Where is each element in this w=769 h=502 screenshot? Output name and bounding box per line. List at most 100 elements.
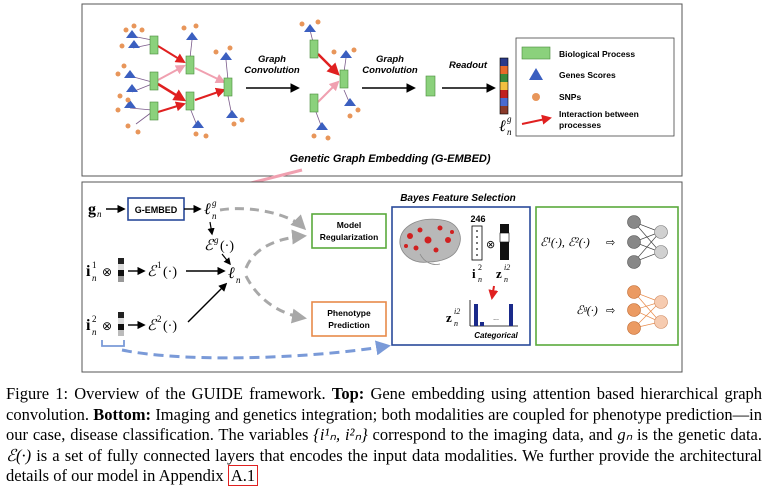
enc-top-arrow-icon: ⇨	[606, 236, 615, 249]
e-g: ℰ	[204, 238, 215, 254]
l-g-sub: n	[212, 211, 217, 221]
legend: Biological Process Genes Scores SNPs Int…	[515, 37, 675, 137]
bfs-i-sup: 2	[478, 263, 482, 272]
appendix-link[interactable]: A.1	[227, 465, 259, 487]
categorical-label: Categorical	[474, 331, 518, 340]
graph-conv-2-label-b: Convolution	[362, 65, 418, 76]
graph-conv-1-label-b: Convolution	[244, 65, 300, 76]
caption-bottom-label: Bottom:	[93, 404, 151, 424]
legend-interaction-label-a: Interaction between	[559, 109, 639, 119]
genes-scores-icons-1	[124, 30, 238, 128]
model-reg-box	[311, 213, 387, 249]
graph-3-node	[425, 75, 436, 97]
enc-bottom-label: ℰᵍ(·)	[576, 303, 598, 317]
graph-conv-1-label-a: Graph	[258, 54, 286, 65]
brain-image	[399, 218, 461, 265]
legend-bio-process-label: Biological Process	[559, 49, 635, 59]
legend-snp-label: SNPs	[559, 92, 581, 102]
bfs-z2: z	[446, 310, 452, 325]
caption-gn: gₙ	[617, 425, 633, 445]
bio-process-nodes-1	[149, 35, 233, 121]
model-reg-label-b: Regularization	[320, 232, 379, 242]
pheno-pred-label-a: Phenotype	[327, 308, 371, 318]
e-g-arg: (·)	[220, 239, 234, 254]
e1: ℰ	[147, 264, 158, 280]
e2: ℰ	[147, 318, 158, 334]
gray-dashed-paths	[219, 207, 307, 324]
enc-top-label: ℰ¹(·), ℰ²(·)	[540, 235, 590, 249]
legend-snp-icon	[532, 93, 540, 101]
i2-vector	[118, 312, 124, 336]
figure-diagram: Graph Convolution	[81, 3, 683, 373]
pheno-pred-box	[311, 301, 387, 337]
categorical-dots: ...	[493, 315, 499, 322]
blue-bracket	[101, 340, 125, 347]
figure-caption: Figure 1: Overview of the GUIDE framewor…	[6, 384, 762, 487]
bfs-z2-sub: n	[454, 319, 458, 328]
graph-conv-2-label-a: Graph	[376, 54, 404, 65]
caption-top-label: Top:	[331, 384, 365, 403]
top-panel-title: Genetic Graph Embedding (G-EMBED)	[289, 153, 490, 165]
bfs-otimes: ⊗	[486, 238, 495, 251]
graph-1	[115, 23, 245, 139]
bfs-i: i	[472, 266, 476, 281]
g-input: g	[88, 201, 96, 218]
caption-bottom-text-2: correspond to the imaging data, and	[372, 425, 613, 445]
l-g-sup: g	[212, 198, 217, 208]
i2-sub: n	[92, 327, 97, 337]
e2-arg: (·)	[163, 319, 177, 334]
pheno-pred-label-b: Prediction	[328, 320, 370, 330]
e2-sup: 2	[157, 314, 162, 324]
caption-bottom-text-1: Imaging and genetics integration; both m…	[6, 404, 763, 445]
l-n-sub: n	[236, 275, 241, 285]
model-reg-label-a: Model	[337, 220, 362, 230]
readout-label: Readout	[449, 60, 488, 71]
readout-vector	[499, 57, 509, 115]
top-panel: Graph Convolution	[81, 3, 683, 177]
i1-otimes: ⊗	[102, 265, 112, 279]
l-g: ℓ	[204, 201, 211, 218]
i1-sup: 1	[92, 260, 97, 270]
legend-interaction-label-b: processes	[559, 120, 601, 130]
bfs-246: 246	[470, 214, 485, 224]
legend-interaction-arrow	[521, 114, 552, 125]
i1: i	[86, 263, 91, 280]
graph-2	[299, 19, 361, 141]
e1-sup: 1	[157, 260, 162, 270]
e1-arg: (·)	[163, 265, 177, 280]
g-input-sub: n	[97, 209, 102, 219]
blue-dashed-arrow	[121, 340, 391, 360]
readout-ell-sub: n	[507, 127, 512, 137]
enc-bottom-arrow-icon: ⇨	[606, 304, 615, 317]
bfs-z: z	[496, 266, 502, 281]
i2-otimes: ⊗	[102, 319, 112, 333]
caption-e-sym: ℰ(·)	[6, 445, 32, 465]
snp-icons-1	[115, 23, 245, 139]
bfs-z-sup: i2	[504, 263, 510, 272]
orange-network	[627, 285, 668, 335]
i2-sup: 2	[92, 314, 97, 324]
bfs-z-vector	[499, 224, 510, 260]
e-g-sup: g	[214, 235, 219, 245]
gray-network	[627, 215, 668, 269]
legend-genes-label: Genes Scores	[559, 70, 616, 80]
i1-vector	[118, 258, 124, 282]
readout-ell: ℓ	[499, 118, 506, 135]
caption-bottom-text-3: is the genetic data.	[637, 425, 762, 445]
i2: i	[86, 317, 91, 334]
bfs-z2-sup: i2	[454, 307, 460, 316]
bfs-i-sub: n	[478, 275, 482, 284]
bfs-title: Bayes Feature Selection	[400, 193, 516, 204]
caption-bottom-text-4: is a set of fully connected layers that …	[6, 445, 762, 486]
bfs-red-arrow	[488, 285, 499, 300]
caption-figure-label: Figure 1: Overview of the GUIDE framewor…	[6, 384, 326, 403]
bottom-panel: g n G-EMBED ℓ g n ℰ g (·) i 1 n ⊗ ℰ 1 (·…	[81, 181, 683, 373]
gembed-label: G-EMBED	[135, 205, 178, 215]
caption-vars: {i¹ₙ, i²ₙ}	[313, 425, 368, 445]
bfs-z-sub: n	[504, 275, 508, 284]
legend-bio-process-swatch	[521, 46, 551, 60]
legend-gene-icon	[529, 68, 543, 80]
caption-top-text: Gene embedding using attention based hie…	[6, 384, 763, 424]
i1-sub: n	[92, 273, 97, 283]
readout-ell-sup: g	[507, 114, 512, 124]
